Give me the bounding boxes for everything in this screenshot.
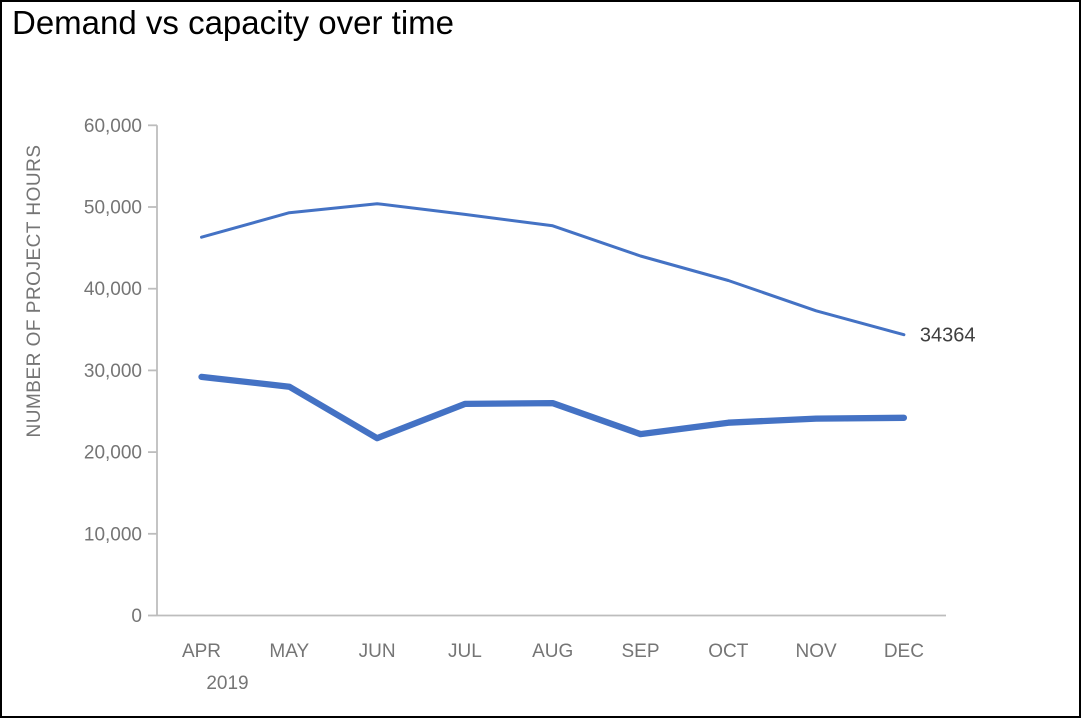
x-category-label: APR — [182, 641, 221, 662]
x-category-label: OCT — [708, 641, 749, 662]
y-tick-label: 0 — [131, 606, 142, 627]
series-end-value-label: 34364 — [920, 325, 976, 347]
x-category-label: MAY — [269, 641, 309, 662]
x-category-label: JUN — [359, 641, 396, 662]
chart-title: Demand vs capacity over time — [12, 4, 455, 41]
y-axis-title: NUMBER OF PROJECT HOURS — [24, 144, 45, 437]
x-category-label: DEC — [884, 641, 924, 662]
demand-line — [200, 202, 906, 337]
y-tick-label: 40,000 — [84, 279, 142, 300]
y-tick-label: 50,000 — [84, 198, 142, 219]
capacity-line — [198, 373, 908, 442]
x-category-label: AUG — [532, 641, 573, 662]
y-tick-label: 20,000 — [84, 443, 142, 464]
x-category-label: SEP — [621, 641, 659, 662]
x-year-label: 2019 — [206, 673, 248, 694]
x-category-label: JUL — [448, 641, 482, 662]
y-tick-label: 30,000 — [84, 361, 142, 382]
x-category-label: NOV — [796, 641, 838, 662]
y-tick-label: 10,000 — [84, 524, 142, 545]
y-tick-label: 60,000 — [84, 116, 142, 137]
